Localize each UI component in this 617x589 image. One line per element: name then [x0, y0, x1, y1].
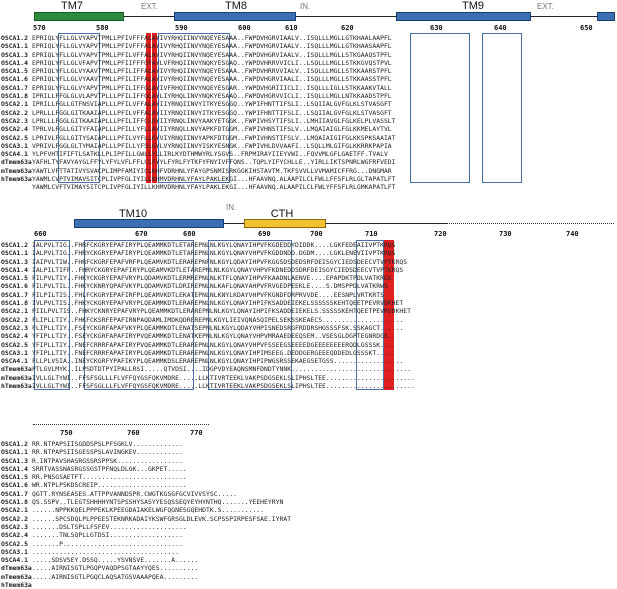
- topology-track-2: TM10 IN. CTH: [0, 200, 617, 228]
- helix-label-tm7: TM7: [61, 0, 83, 12]
- ruler-tick: 680: [183, 230, 196, 238]
- ruler-tick: 650: [580, 24, 593, 32]
- ruler-tick: 720: [434, 230, 447, 238]
- helix-tm10: [74, 219, 224, 228]
- conserved-column: [146, 33, 151, 183]
- ruler-tick: 610: [285, 24, 298, 32]
- ruler-tick: 670: [135, 230, 148, 238]
- similar-column-box: [482, 33, 522, 183]
- disordered-region-line: [446, 223, 614, 224]
- sequence-names: OSCA1.2 OSCA1.1 OSCA1.3 OSCA1.4 OSCA1.5 …: [1, 241, 32, 391]
- sequence-rows: EPRIQLYFLLGLVYAPVTPMLLPFIVFFFALAYIVYRHQI…: [32, 34, 396, 192]
- ruler-tick: 590: [175, 24, 188, 32]
- ruler-tick: 750: [60, 429, 73, 437]
- gap-label-in: IN.: [226, 203, 237, 212]
- ruler-tick: 740: [566, 230, 579, 238]
- alignment-block-1: TM7 EXT. TM8 IN. TM9 EXT. 570 580 590 60…: [0, 0, 617, 191]
- helix-label-cth: CTH: [270, 208, 294, 220]
- conserved-column: [384, 240, 394, 390]
- helix-tm10-start: [597, 12, 615, 21]
- helix-label-tm8: TM8: [225, 0, 247, 12]
- ruler-tick: 570: [33, 24, 46, 32]
- alignment-block-2: TM10 IN. CTH 660 670 680 690 700 710 720…: [0, 200, 617, 415]
- ruler-tick: 770: [190, 429, 203, 437]
- ruler-tick: 730: [499, 230, 512, 238]
- topology-track-1: TM7 EXT. TM8 IN. TM9 EXT.: [0, 0, 617, 22]
- helix-label-tm9: TM9: [462, 0, 484, 12]
- similar-column-box: [356, 240, 384, 390]
- alignment-block-3: 750 760 770 OSCA1.2 OSCA1.1 OSCA1.3 OSCA…: [0, 420, 617, 589]
- ruler-tick: 640: [494, 24, 507, 32]
- similar-column-box: [84, 240, 194, 390]
- gap-label-in: IN.: [300, 2, 311, 11]
- helix-cth: [244, 219, 326, 228]
- helix-tm7: [34, 12, 124, 21]
- ruler-tick: 700: [310, 230, 323, 238]
- conserved-column: [152, 33, 157, 183]
- similar-column-box: [208, 240, 292, 390]
- helix-tm9: [396, 12, 531, 21]
- sequence-rows: IALPVLTIG..FHRFCKGRYEPAFIRYPLQEAMMKDTLET…: [32, 241, 415, 391]
- loop-line: [326, 223, 446, 224]
- similar-column-box: [410, 33, 470, 183]
- sequence-names: OSCA1.2 OSCA1.1 OSCA1.3 OSCA1.4 OSCA1.5 …: [1, 440, 32, 589]
- loop-line: [124, 16, 174, 17]
- ruler-tick: 690: [258, 230, 271, 238]
- gap-label-ext: EXT.: [537, 2, 554, 11]
- helix-tm8: [174, 12, 296, 21]
- similar-column-box: [34, 240, 70, 390]
- ruler-tick: 760: [127, 429, 140, 437]
- disordered-region-line: [33, 424, 209, 425]
- ruler-tick: 660: [34, 230, 47, 238]
- gap-label-ext: EXT.: [141, 2, 158, 11]
- loop-line: [531, 16, 597, 17]
- ruler-tick: 630: [430, 24, 443, 32]
- similar-column-box: [158, 33, 230, 183]
- ruler-tick: 580: [96, 24, 109, 32]
- helix-label-tm10: TM10: [118, 208, 148, 220]
- sequence-names: OSCA1.2 OSCA1.1 OSCA1.3 OSCA1.4 OSCA1.5 …: [1, 34, 32, 184]
- ruler-tick: 600: [238, 24, 251, 32]
- ruler-tick: 620: [341, 24, 354, 32]
- ruler-tick: 710: [365, 230, 378, 238]
- loop-line: [296, 16, 396, 17]
- sequence-rows: RR.NTPAPSIISGDDSPSLPFSGKLV............. …: [32, 440, 292, 581]
- similar-column-box: [58, 33, 100, 183]
- loop-line: [224, 223, 244, 224]
